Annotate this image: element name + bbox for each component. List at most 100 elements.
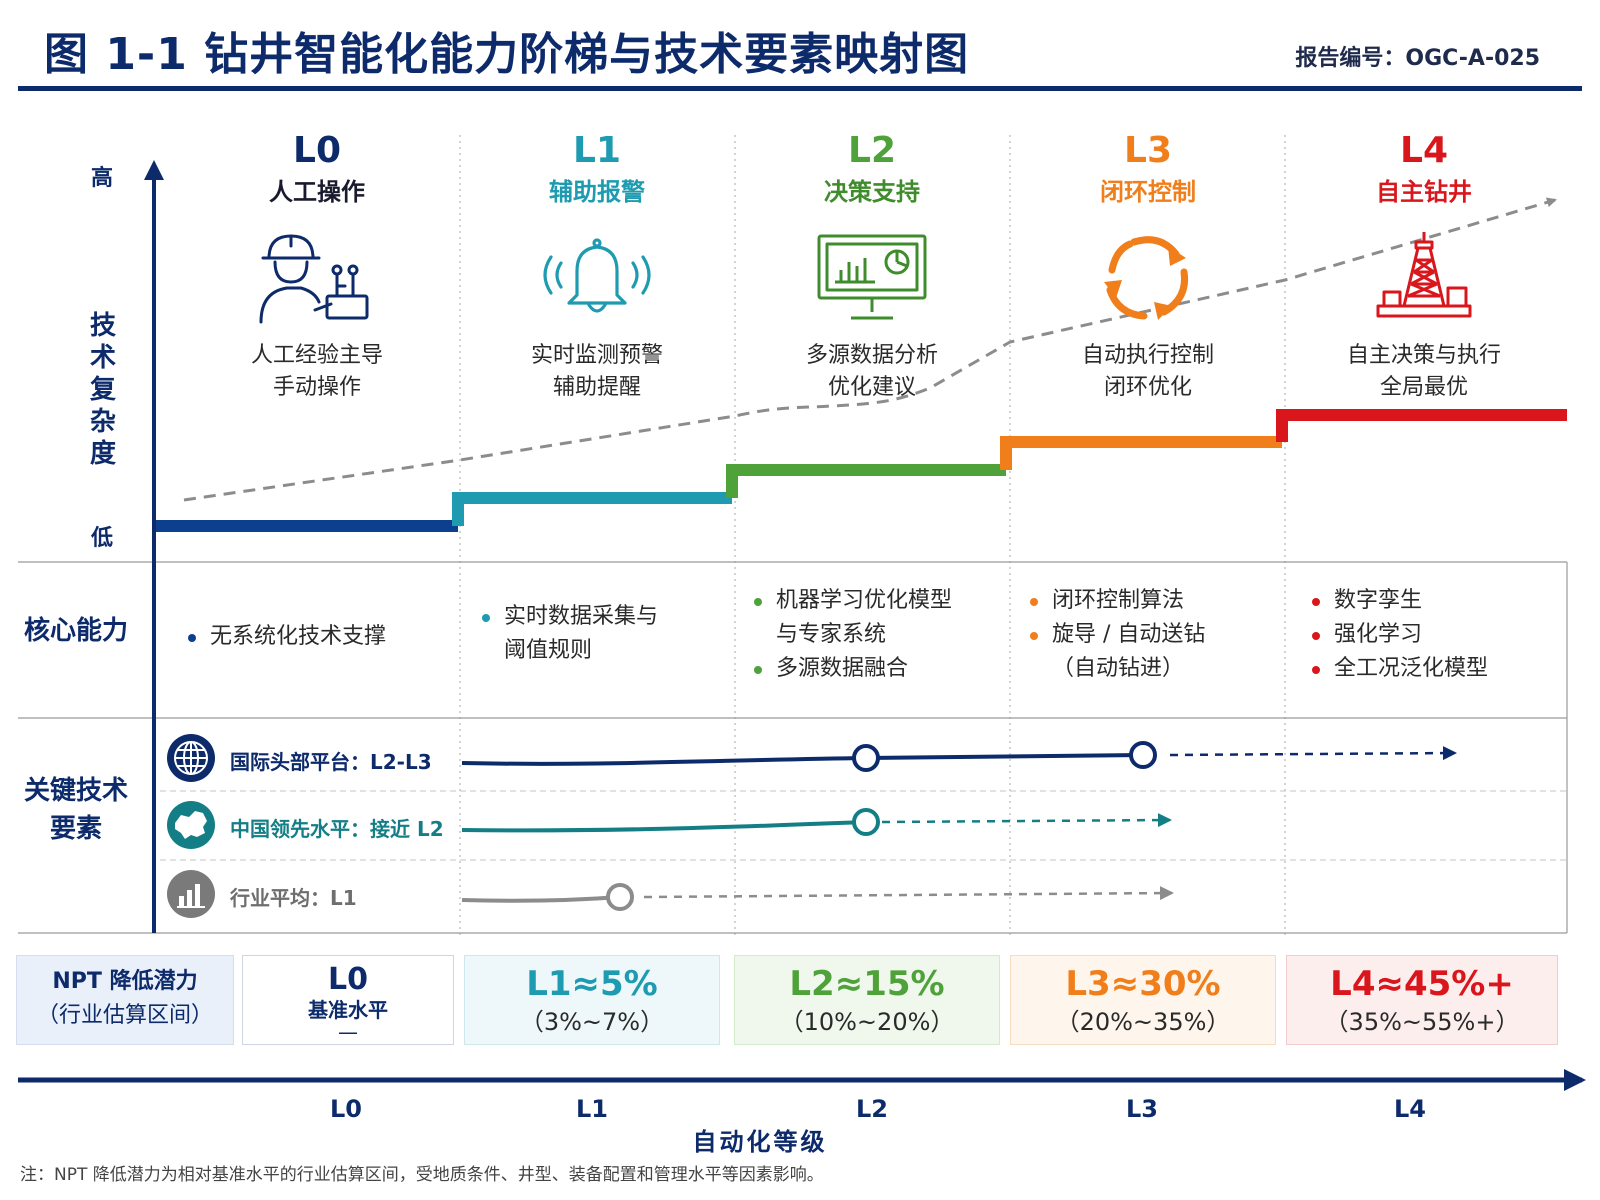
x-tick-l1: L1 [576, 1095, 608, 1123]
level-name: 人工操作 [269, 178, 365, 206]
item-line: 阈值规则 [504, 638, 593, 663]
level-code: L3 [1124, 130, 1172, 171]
npt-value: L0 [328, 962, 368, 997]
column-separators [459, 135, 1286, 935]
list-item: 多源数据融合 [750, 652, 952, 686]
desc-line: 闭环优化 [1103, 375, 1192, 400]
npt-value: L1≈5% [526, 964, 658, 1004]
y-axis-title: 技术复杂度 [90, 311, 117, 469]
desc-line: 人工经验主导 [250, 343, 383, 368]
list-item: 全工况泛化模型 [1308, 652, 1488, 686]
desc-line: 手动操作 [272, 375, 361, 400]
npt-header-subtitle: （行业估算区间） [36, 1003, 213, 1028]
desc-line: 辅助提醒 [552, 375, 641, 400]
capability-list-l4: 数字孪生 强化学习 全工况泛化模型 [1308, 584, 1488, 686]
row-label-key-tech: 关键技术 要素 [6, 772, 146, 848]
level-desc-l2: 多源数据分析 优化建议 [752, 340, 992, 404]
intl-platform-track [461, 741, 1457, 772]
row-separators [18, 561, 1567, 934]
list-item: 实时数据采集与 阈值规则 [478, 600, 658, 668]
npt-value: L2≈15% [789, 964, 945, 1004]
capability-list-l2: 机器学习优化模型 与专家系统 多源数据融合 [750, 584, 952, 686]
drilling-rig-icon [1376, 232, 1472, 318]
china-leading-track [461, 808, 1172, 836]
level-code: L4 [1400, 130, 1448, 171]
worker-icon [259, 234, 369, 324]
npt-cell-l3: L3≈30% （20%~35%） [1010, 955, 1276, 1045]
capability-staircase [156, 409, 1567, 532]
desc-line: 自主决策与执行 [1346, 343, 1501, 368]
npt-value: L4≈45%+ [1330, 964, 1514, 1004]
level-code: L0 [293, 130, 341, 171]
level-desc-l4: 自主决策与执行 全局最优 [1304, 340, 1544, 404]
title-divider [18, 86, 1582, 91]
npt-range: 基准水平 [308, 998, 388, 1022]
level-code: L1 [573, 130, 621, 171]
desc-line: 多源数据分析 [805, 343, 938, 368]
dashboard-monitor-icon [817, 234, 927, 320]
item-line: 实时数据采集与 [504, 604, 659, 629]
page-title: 图 1-1 钻井智能化能力阶梯与技术要素映射图 [44, 29, 970, 80]
x-tick-l0: L0 [330, 1095, 362, 1123]
npt-range: （20%~35%） [1055, 1008, 1231, 1036]
level-name: 自主钻井 [1376, 178, 1472, 206]
level-desc-l0: 人工经验主导 手动操作 [197, 340, 437, 404]
industry-average-track [461, 883, 1174, 911]
npt-header-title: NPT 降低潜力 [52, 969, 198, 994]
npt-cell-l4: L4≈45%+ （35%~55%+） [1286, 955, 1558, 1045]
npt-cell-l2: L2≈15% （10%~20%） [734, 955, 1000, 1045]
x-tick-l2: L2 [856, 1095, 888, 1123]
level-code: L2 [848, 130, 896, 171]
complexity-trend-line [183, 197, 1557, 502]
desc-line: 实时监测预警 [530, 343, 663, 368]
level-desc-l1: 实时监测预警 辅助提醒 [477, 340, 717, 404]
desc-line: 优化建议 [827, 375, 916, 400]
y-axis-low-label: 低 [91, 526, 114, 551]
closed-loop-arrows-icon [1104, 236, 1189, 320]
x-tick-l4: L4 [1394, 1095, 1426, 1123]
level-header-l0: L0 人工操作 [197, 130, 437, 208]
npt-cell-l0: L0 基准水平 — [242, 955, 454, 1045]
list-item: 强化学习 [1308, 618, 1488, 652]
level-desc-l3: 自动执行控制 闭环优化 [1028, 340, 1268, 404]
row-label-line: 要素 [49, 814, 102, 844]
y-axis-arrow-head [144, 160, 164, 180]
list-item: 旋导 / 自动送钻 （自动钻进） [1026, 618, 1205, 686]
row-label-core-capability: 核心能力 [23, 616, 128, 646]
list-item: 机器学习优化模型 与专家系统 [750, 584, 952, 652]
list-item: 数字孪生 [1308, 584, 1488, 618]
item-line: （自动钻进） [1052, 656, 1185, 681]
china-map-icon [167, 801, 215, 849]
legend-industry-average: 行业平均：L1 [230, 886, 357, 910]
legend-intl-platform: 国际头部平台：L2-L3 [230, 750, 432, 774]
level-name: 决策支持 [824, 178, 920, 206]
level-header-l4: L4 自主钻井 [1304, 130, 1544, 208]
report-number: 报告编号：OGC-A-025 [1295, 46, 1540, 71]
y-axis-high-label: 高 [91, 166, 114, 191]
globe-icon [167, 734, 215, 782]
desc-line: 自动执行控制 [1081, 343, 1214, 368]
npt-range: （35%~55%+） [1324, 1008, 1520, 1036]
footnote: 注：NPT 降低潜力为相对基准水平的行业估算区间，受地质条件、井型、装备配置和管… [20, 1165, 824, 1185]
npt-range: （3%~7%） [519, 1008, 665, 1036]
capability-list-l1: 实时数据采集与 阈值规则 [478, 600, 658, 668]
level-name: 辅助报警 [549, 178, 645, 206]
level-header-l2: L2 决策支持 [752, 130, 992, 208]
row-label-line: 关键技术 [23, 776, 128, 806]
item-line: 机器学习优化模型 [776, 588, 953, 613]
legend-china-leading: 中国领先水平：接近 L2 [230, 817, 444, 841]
x-axis-title: 自动化等级 [692, 1128, 828, 1156]
npt-dash: — [338, 1020, 358, 1044]
tech-row-dividers [160, 790, 1567, 861]
list-item: 闭环控制算法 [1026, 584, 1205, 618]
level-name: 闭环控制 [1100, 178, 1196, 206]
item-line: 与专家系统 [776, 622, 887, 647]
desc-line: 全局最优 [1379, 375, 1468, 400]
x-tick-l3: L3 [1126, 1095, 1158, 1123]
capability-list-l3: 闭环控制算法 旋导 / 自动送钻 （自动钻进） [1026, 584, 1205, 686]
capability-list-l0: 无系统化技术支撑 [184, 620, 386, 654]
bar-chart-icon [167, 870, 215, 918]
item-line: 旋导 / 自动送钻 [1052, 622, 1206, 647]
alarm-bell-icon [543, 238, 651, 313]
